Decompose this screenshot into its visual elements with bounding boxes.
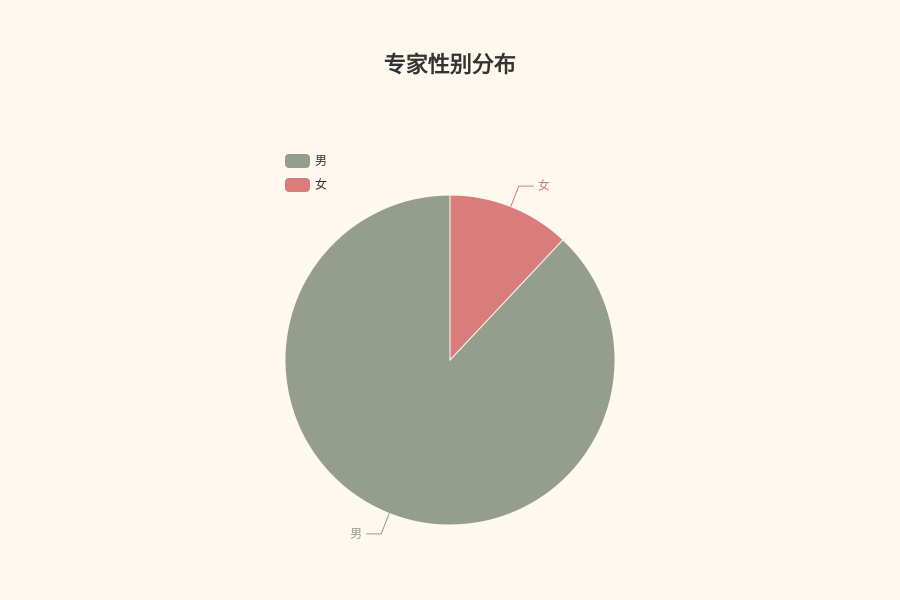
label-line (366, 513, 390, 535)
legend-swatch (285, 154, 310, 168)
chart-title: 专家性别分布 (384, 52, 516, 78)
legend-label: 女 (315, 177, 327, 192)
label-line (510, 185, 534, 207)
slice-label: 男 (350, 526, 362, 540)
legend-swatch (285, 178, 310, 192)
slice-label: 女 (538, 178, 550, 193)
legend-label: 男 (315, 154, 327, 168)
pie-slice (449, 194, 564, 362)
